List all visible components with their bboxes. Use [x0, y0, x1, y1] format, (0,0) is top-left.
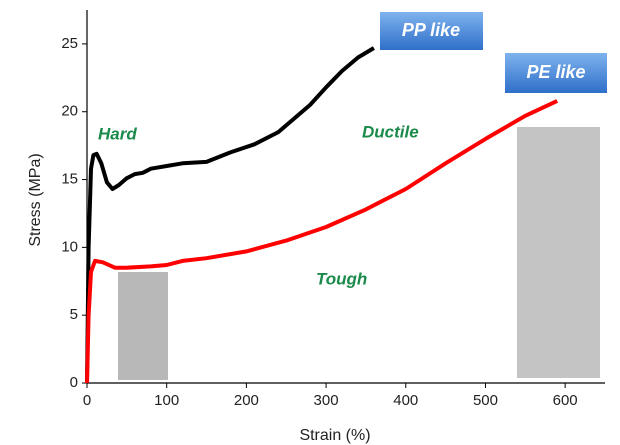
series-label: PE like — [526, 62, 585, 82]
y-tick-label: 0 — [70, 374, 78, 391]
series-line — [85, 99, 559, 384]
x-axis-label: Strain (%) — [299, 427, 370, 444]
x-tick-label: 400 — [393, 392, 418, 409]
annotation: Tough — [316, 269, 367, 288]
annotation: Hard — [98, 124, 137, 143]
label-box — [380, 12, 483, 50]
y-tick-label: 20 — [61, 103, 78, 120]
x-tick-label: 100 — [154, 392, 179, 409]
series-label: PP like — [402, 20, 460, 40]
annotation: Ductile — [362, 122, 419, 141]
x-tick-label: 600 — [553, 392, 578, 409]
y-tick-label: 15 — [61, 171, 78, 188]
y-axis-label: Stress (MPa) — [27, 153, 44, 246]
x-tick-label: 300 — [314, 392, 339, 409]
x-tick-label: 0 — [83, 392, 91, 409]
y-tick-label: 5 — [70, 306, 78, 323]
series-line — [85, 46, 375, 384]
y-tick-label: 10 — [61, 238, 78, 255]
y-tick-label: 25 — [61, 35, 78, 52]
x-tick-label: 500 — [473, 392, 498, 409]
photo — [118, 272, 168, 380]
photo — [517, 127, 600, 378]
x-tick-label: 200 — [234, 392, 259, 409]
label-box — [505, 53, 607, 93]
